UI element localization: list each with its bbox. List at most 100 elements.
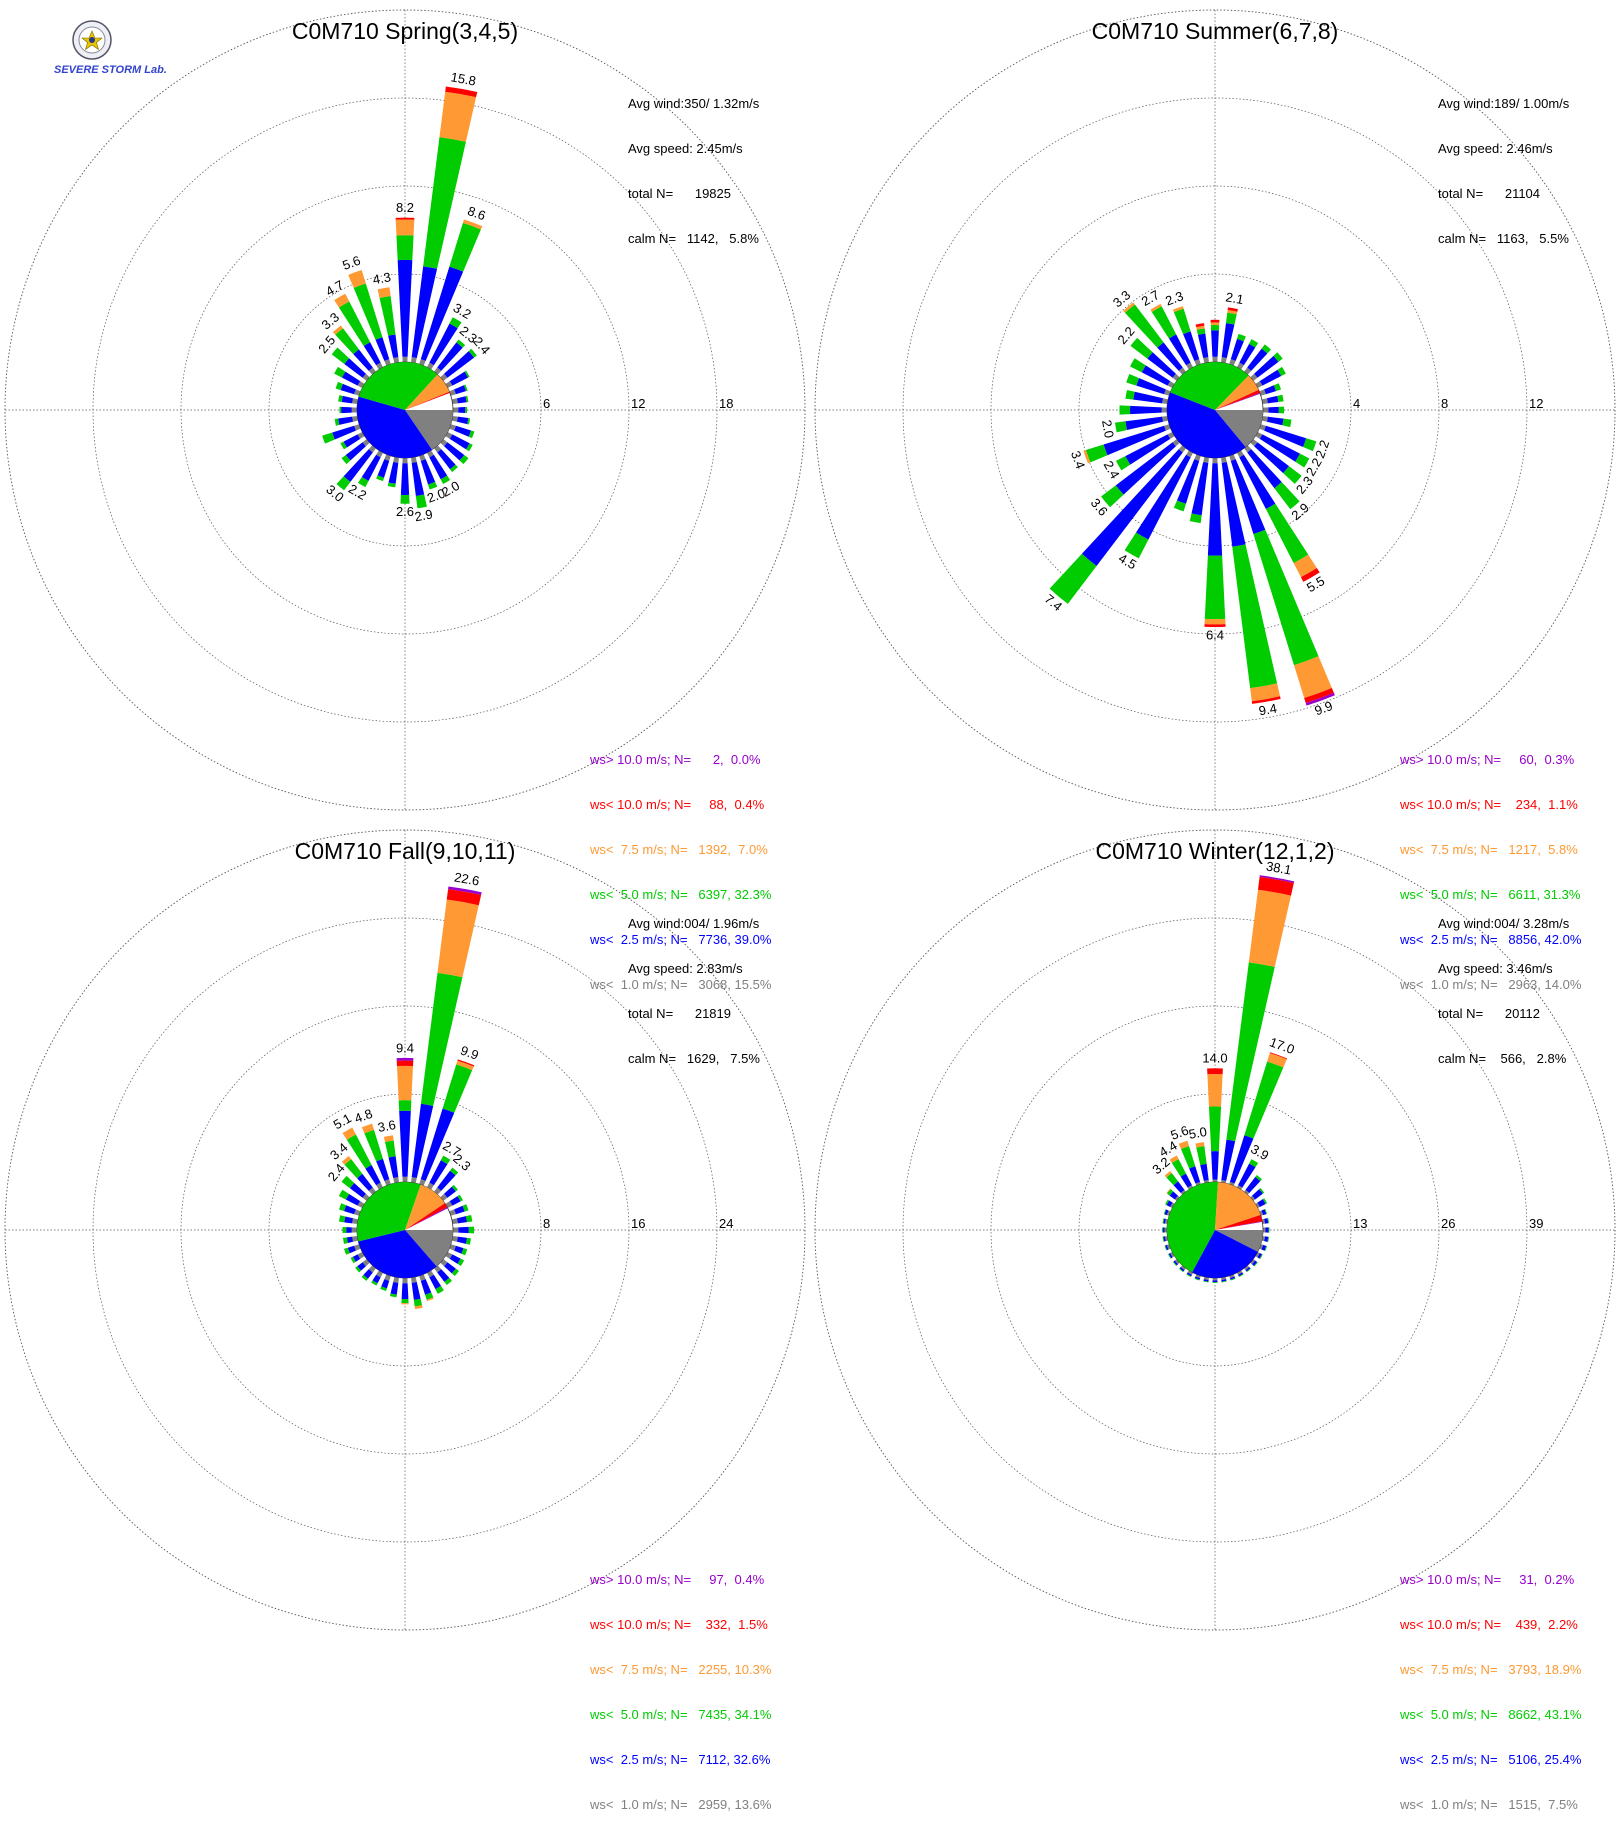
bar-segment-lt5 bbox=[364, 1129, 383, 1162]
bar-segment-lt1 bbox=[1164, 424, 1171, 431]
bar-segment-lt1 bbox=[1221, 357, 1227, 364]
bar-segment-lt5 bbox=[1267, 1217, 1270, 1224]
direction-bar-0 bbox=[395, 217, 415, 363]
bar-segment-lt7_5 bbox=[1195, 1142, 1205, 1148]
bar-segment-lt7_5 bbox=[401, 1302, 409, 1305]
bar-segment-lt2_5 bbox=[449, 1196, 461, 1206]
bar-segment-lt2_5 bbox=[444, 1262, 456, 1274]
direction-bar-190 bbox=[1189, 456, 1209, 524]
bar-segment-lt2_5 bbox=[344, 358, 366, 378]
bar-segment-lt10 bbox=[1257, 876, 1294, 896]
bar-segment-lt2_5 bbox=[449, 1254, 461, 1264]
bar-segment-lt5 bbox=[1259, 1254, 1263, 1260]
bar-segment-lt2_5 bbox=[1173, 1181, 1185, 1193]
direction-bar-240 bbox=[350, 1251, 365, 1264]
bar-segment-over10 bbox=[448, 886, 482, 895]
bar-segment-lt5 bbox=[1208, 1106, 1222, 1152]
direction-bar-200 bbox=[380, 1274, 391, 1291]
bar-segment-lt1 bbox=[1261, 416, 1268, 422]
bar-segment-lt5 bbox=[338, 1203, 347, 1212]
bar-segment-lt2_5 bbox=[1238, 1163, 1256, 1188]
bar-segment-lt5 bbox=[1085, 444, 1108, 463]
ring-tick-label: 12 bbox=[631, 396, 645, 411]
bar-segment-lt5 bbox=[449, 464, 458, 473]
bar-segment-lt2_5 bbox=[1264, 425, 1307, 448]
bar-segment-lt7_5 bbox=[396, 1065, 414, 1101]
bar-segment-lt2_5 bbox=[344, 1205, 356, 1215]
direction-bar-110 bbox=[449, 424, 475, 439]
bar-segment-lt1 bbox=[1166, 1210, 1171, 1216]
bar-segment-lt1 bbox=[451, 398, 458, 404]
direction-bar-70 bbox=[449, 1204, 469, 1216]
bar-segment-lt5 bbox=[1164, 1245, 1168, 1251]
bar-segment-lt5 bbox=[468, 430, 475, 439]
bar-segment-lt2_5 bbox=[346, 1236, 354, 1243]
bar-segment-lt5 bbox=[440, 1155, 451, 1165]
direction-bar-270 bbox=[1119, 405, 1168, 415]
bar-segment-lt1 bbox=[411, 1276, 417, 1283]
bar-segment-lt5 bbox=[1124, 304, 1164, 348]
bar-segment-lt5 bbox=[339, 1215, 346, 1223]
bar-segment-lt1 bbox=[452, 407, 459, 413]
direction-bar-250 bbox=[322, 424, 361, 444]
bar-segment-lt7_5 bbox=[1210, 322, 1220, 326]
bar-segment-lt2_5 bbox=[1268, 406, 1279, 414]
bar-segment-lt2_5 bbox=[361, 454, 381, 481]
bar-segment-lt7_5 bbox=[342, 1127, 356, 1140]
direction-bar-300 bbox=[1130, 358, 1175, 389]
bar-segment-lt2_5 bbox=[1247, 348, 1268, 371]
bar-segment-lt7_5 bbox=[1248, 889, 1291, 967]
direction-bar-70 bbox=[1259, 1208, 1268, 1216]
bar-segment-lt1 bbox=[1195, 1274, 1201, 1279]
bar-segment-lt5 bbox=[1255, 1174, 1262, 1182]
bar-segment-lt1 bbox=[351, 407, 358, 413]
bar-segment-lt2_5 bbox=[372, 1274, 381, 1284]
legend-lt7_5: ws< 7.5 m/s; N= 3793, 18.9% bbox=[1400, 1662, 1582, 1677]
bar-segment-lt2_5 bbox=[1081, 449, 1183, 567]
bar-segment-lt5 bbox=[425, 1292, 434, 1300]
direction-bar-150 bbox=[1236, 450, 1320, 582]
bar-segment-lt5 bbox=[353, 283, 383, 340]
bar-segment-lt2_5 bbox=[1136, 378, 1166, 395]
bar-segment-lt2_5 bbox=[1221, 1139, 1236, 1181]
direction-bar-270 bbox=[339, 406, 358, 414]
bar-segment-lt2_5 bbox=[456, 416, 469, 425]
bar-segment-lt5 bbox=[465, 395, 469, 403]
direction-bar-210 bbox=[371, 1270, 384, 1286]
total-n-text: total N= 21104 bbox=[1438, 186, 1541, 201]
pie-slice-lt7_5 bbox=[405, 1184, 445, 1230]
direction-bar-100 bbox=[1261, 416, 1292, 428]
bar-segment-lt2_5 bbox=[454, 425, 472, 437]
direction-bar-110 bbox=[1259, 1244, 1268, 1252]
direction-bar-20 bbox=[1229, 333, 1246, 366]
bar-segment-lt2_5 bbox=[353, 349, 373, 371]
bar-segment-lt7_5 bbox=[395, 219, 415, 236]
direction-bar-120 bbox=[1255, 1251, 1263, 1260]
bar-total-label: 2.6 bbox=[396, 504, 414, 519]
bar-segment-lt2_5 bbox=[341, 395, 354, 404]
bar-segment-lt7_5 bbox=[1178, 1140, 1190, 1150]
wind-rose-panel-winter: 13 26 39 14.0 38.1 17.0 3.9 3.2 4.4 5.6 5.0 C0M710… bbox=[810, 820, 1620, 1812]
bar-segment-lt5 bbox=[420, 972, 463, 1106]
bar-segment-lt2_5 bbox=[429, 1160, 448, 1186]
direction-bar-300 bbox=[1165, 1199, 1175, 1209]
calm-pie bbox=[356, 361, 454, 459]
avg-wind-text: Avg wind:350/ 1.32m/s bbox=[628, 96, 760, 111]
legend-lt7_5: ws< 7.5 m/s; N= 1217, 5.8% bbox=[1400, 842, 1578, 857]
avg-speed-text: Avg speed: 2.83m/s bbox=[628, 961, 743, 976]
calm-pie bbox=[1166, 361, 1264, 459]
bar-segment-lt5 bbox=[1221, 1280, 1227, 1283]
bar-segment-lt5 bbox=[1163, 1209, 1167, 1215]
ring-tick-label: 4 bbox=[1353, 396, 1360, 411]
bar-segment-lt2_5 bbox=[444, 1186, 456, 1198]
bar-segment-lt10 bbox=[1227, 307, 1238, 312]
bar-segment-lt2_5 bbox=[429, 323, 458, 366]
bar-segment-lt2_5 bbox=[411, 461, 425, 497]
bar-segment-lt5 bbox=[1162, 1236, 1165, 1242]
bar-segment-lt2_5 bbox=[344, 1216, 354, 1224]
bar-segment-lt7_5 bbox=[1169, 1155, 1179, 1164]
bar-segment-lt1 bbox=[1259, 1244, 1264, 1250]
bar-segment-lt1 bbox=[1259, 389, 1266, 396]
bar-segment-lt2_5 bbox=[1212, 1280, 1218, 1283]
